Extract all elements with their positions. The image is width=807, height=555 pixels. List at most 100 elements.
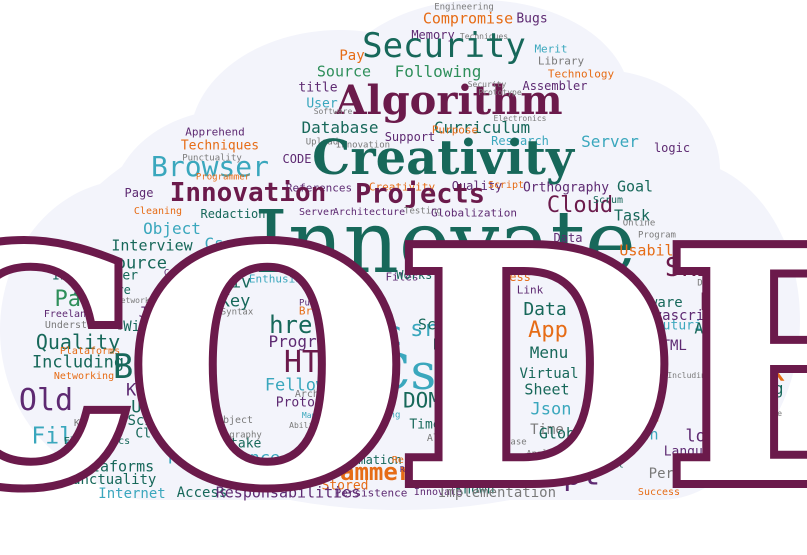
word-success: Success xyxy=(637,487,681,498)
word-syntax: Syntax xyxy=(714,406,772,425)
word-including: Including xyxy=(31,352,125,373)
word-punctuality: Punctuality xyxy=(182,153,242,164)
word-build: Build xyxy=(363,357,389,366)
word-old: Old xyxy=(18,383,74,418)
word-engineering: Engineering xyxy=(434,2,494,13)
word-fellowship: Fellowship xyxy=(264,375,368,396)
word-href: href xyxy=(203,257,237,273)
word-cloud: Engineering Compromise Bugs Memory Technique… xyxy=(0,2,807,535)
word-testing: Testing xyxy=(404,206,442,217)
word-research: Research xyxy=(491,134,549,148)
word-device: Device xyxy=(721,460,773,476)
word-link: Link xyxy=(703,350,785,390)
word-creativity: Creativity xyxy=(368,180,436,194)
word-plataforms: Plataforms xyxy=(59,346,121,357)
word-prototype: Prototype xyxy=(478,88,522,97)
word-kindness: Kindness xyxy=(126,380,208,401)
word-scrum: Scrum xyxy=(135,331,197,355)
word-logic: logic xyxy=(685,426,737,447)
word-networking: Networking xyxy=(53,371,115,382)
word-programmer: Programmer xyxy=(267,458,413,486)
word-javascript: Javascript xyxy=(636,308,722,324)
word-dom: DOM xyxy=(579,464,601,478)
word-futuristic: Futuristic xyxy=(654,318,734,334)
word-skill: Skill xyxy=(320,440,358,454)
word-following: Following xyxy=(394,62,482,81)
word-ability: Ability xyxy=(289,421,323,430)
word-curriculum: Curriculum xyxy=(433,118,531,137)
word-task: Task xyxy=(708,337,746,356)
word-dom: DOM xyxy=(403,388,441,413)
word-scrum: Scrum xyxy=(592,195,624,206)
word-access: Access xyxy=(176,485,228,501)
word-menu: Menu xyxy=(529,343,569,362)
word-merit: Merit xyxy=(534,42,568,56)
word-assembler: Assembler xyxy=(522,79,588,93)
word-orthography: Orthography xyxy=(522,180,610,196)
word-memory: Memory xyxy=(411,28,455,42)
word-interview: Interview xyxy=(608,400,658,411)
word-online: Online xyxy=(622,218,656,229)
word-cleaning: Cleaning xyxy=(706,379,784,398)
word-data: Data xyxy=(553,231,583,245)
word-networking: Networking xyxy=(115,296,165,305)
word-security: Security xyxy=(467,80,507,89)
word-html: HTML xyxy=(653,338,687,354)
word-innovate: Innovate xyxy=(254,193,636,293)
word-references: References xyxy=(285,181,353,195)
word-performance: Performance xyxy=(167,448,281,469)
word-interpreter: Interpreter xyxy=(51,268,139,284)
word-pay: Pay xyxy=(339,48,365,64)
word-new: New xyxy=(611,375,637,391)
word-code-large: CODE xyxy=(0,181,807,555)
word-wireless: Wireless xyxy=(123,319,191,335)
word-software: Software xyxy=(73,283,131,297)
cloud-background xyxy=(0,0,800,510)
word-jquery: JQuery xyxy=(138,305,190,321)
word-techniques: Techniques xyxy=(459,32,509,41)
word-files: Files xyxy=(385,270,419,284)
word-persistence: Persistence xyxy=(648,466,742,482)
word-prototype: Prototype xyxy=(275,395,347,411)
word-object: Object xyxy=(216,415,254,426)
word-task: Task xyxy=(613,206,651,225)
word-server: Server xyxy=(298,207,336,218)
word-resource: Resource xyxy=(85,253,167,274)
word-techniques: Techniques xyxy=(180,138,260,154)
word-responsabilities: Responsabilities xyxy=(215,483,361,502)
word-global: Global xyxy=(612,393,646,404)
word-pay: Pay xyxy=(699,288,743,316)
word-build: Build xyxy=(112,347,216,387)
word-database: Database xyxy=(483,437,527,448)
word-programmer: Programmer xyxy=(195,172,251,183)
word-business: Business xyxy=(473,270,531,284)
word-title: title xyxy=(298,80,338,96)
word-quality: Quality xyxy=(35,330,121,354)
word-hardware: Hardware xyxy=(615,295,683,311)
word-css: Css xyxy=(204,234,234,253)
word-global: Global xyxy=(538,424,594,443)
word-logic: logic xyxy=(653,141,691,155)
word-pc: Pc xyxy=(359,314,403,355)
word-script: Script xyxy=(417,315,473,334)
word-program: Program xyxy=(638,230,676,241)
word-plataforms: Plataforms xyxy=(63,457,155,476)
word-database: Database xyxy=(301,118,379,137)
word-curriculum: Curriculum xyxy=(163,268,219,279)
word-projects: Projects xyxy=(329,377,379,388)
word-electronics: Electronics xyxy=(493,114,547,123)
word-references: References xyxy=(399,465,449,474)
word-cloud: Cloud xyxy=(135,426,175,442)
word-electronics: Electronics xyxy=(63,436,131,447)
word-syntax: Syntax xyxy=(220,307,254,318)
word-resource: Resource xyxy=(391,455,441,466)
word-language: Language xyxy=(663,444,727,460)
word-following: Following xyxy=(462,452,506,461)
word-usability: Usability xyxy=(158,349,202,358)
word-files: Files xyxy=(31,423,101,450)
word-architecture: Architecture xyxy=(294,389,368,400)
word-online: Online xyxy=(324,422,380,441)
word-merit: Merit xyxy=(433,335,479,354)
word-purpose: Purpose xyxy=(431,123,479,137)
word-cleaning: Cleaning xyxy=(133,206,183,217)
